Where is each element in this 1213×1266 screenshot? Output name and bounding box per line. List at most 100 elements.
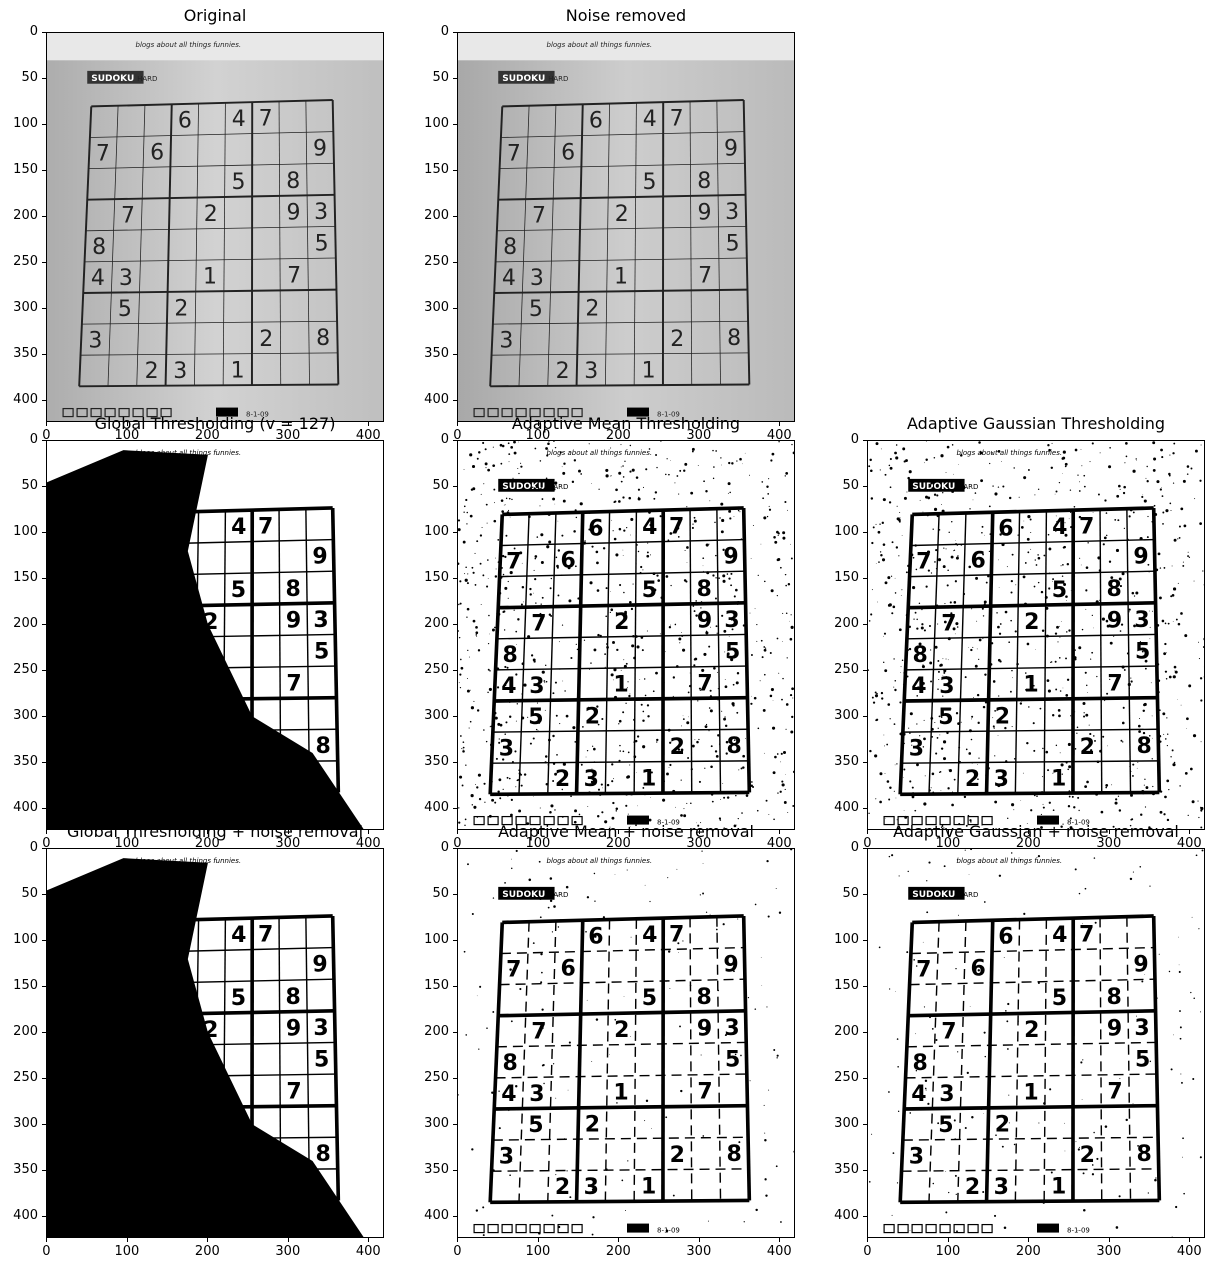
noise-speck	[778, 535, 779, 536]
noise-speck	[753, 525, 754, 526]
noise-speck	[482, 574, 484, 576]
noise-speck	[702, 1135, 704, 1137]
noise-speck	[1163, 652, 1166, 655]
sudoku-digit: 5	[725, 639, 740, 664]
noise-speck	[647, 715, 649, 717]
noise-speck	[1122, 572, 1125, 575]
noise-speck	[642, 719, 644, 721]
noise-speck	[1082, 1059, 1083, 1060]
noise-speck	[460, 659, 462, 661]
noise-speck	[1099, 750, 1102, 753]
noise-speck	[969, 729, 972, 732]
noise-speck	[540, 981, 542, 983]
header-label: SUDOKU	[502, 74, 545, 84]
noise-speck	[777, 1055, 779, 1057]
noise-speck	[954, 1119, 956, 1121]
noise-speck	[1075, 449, 1078, 452]
noise-speck	[1151, 682, 1152, 683]
noise-speck	[535, 555, 538, 558]
noise-speck	[550, 900, 552, 902]
y-tick-mark	[42, 440, 46, 441]
noise-speck	[552, 608, 553, 609]
noise-speck	[1083, 475, 1085, 477]
noise-speck	[893, 606, 896, 609]
noise-speck	[746, 791, 748, 793]
noise-speck	[574, 741, 576, 743]
sudoku-digit: 2	[614, 1018, 629, 1043]
noise-speck	[460, 687, 461, 688]
sudoku-digit: 2	[965, 767, 980, 792]
noise-speck	[876, 524, 877, 525]
y-tick-label: 50	[4, 70, 38, 85]
noise-speck	[768, 814, 769, 815]
noise-speck	[899, 517, 900, 518]
sudoku-digit: 7	[697, 1079, 712, 1104]
noise-speck	[1047, 444, 1049, 446]
sudoku-digit: 2	[585, 296, 599, 321]
noise-speck	[881, 449, 882, 450]
noise-speck	[792, 805, 794, 807]
noise-speck	[1189, 557, 1190, 558]
noise-speck	[772, 453, 775, 456]
noise-speck	[1160, 811, 1163, 814]
noise-speck	[1078, 810, 1079, 811]
noise-speck	[1173, 1034, 1174, 1035]
noise-speck	[1058, 709, 1061, 712]
noise-speck	[673, 676, 675, 678]
noise-speck	[998, 695, 999, 696]
noise-speck	[921, 609, 922, 610]
noise-speck	[1178, 937, 1179, 938]
sudoku-digit: 7	[1079, 515, 1094, 540]
x-tick-label: 200	[1008, 1244, 1048, 1259]
noise-speck	[964, 796, 966, 798]
noise-speck	[1102, 634, 1103, 635]
noise-speck	[1106, 535, 1107, 536]
noise-speck	[663, 780, 665, 782]
noise-speck	[1059, 637, 1060, 638]
noise-speck	[741, 538, 742, 539]
noise-speck	[1145, 806, 1146, 807]
noise-speck	[692, 451, 694, 453]
noise-speck	[666, 773, 669, 776]
noise-speck	[611, 520, 612, 521]
noise-speck	[1169, 971, 1170, 972]
y-tick-mark	[863, 848, 867, 849]
panel-title: Global Thresholding (v = 127)	[46, 414, 384, 433]
noise-speck	[627, 870, 628, 871]
y-tick-mark	[453, 1170, 457, 1171]
sudoku-digit: 9	[286, 1016, 301, 1041]
noise-speck	[517, 779, 519, 781]
noise-speck	[869, 620, 871, 622]
noise-speck	[1023, 575, 1026, 578]
noise-speck	[1179, 1010, 1181, 1012]
noise-speck	[483, 1234, 485, 1236]
difficulty-label: HARD	[958, 483, 978, 491]
noise-speck	[954, 550, 955, 551]
noise-speck	[475, 553, 476, 554]
noise-speck	[989, 463, 990, 464]
noise-speck	[1066, 631, 1068, 633]
noise-speck	[653, 498, 655, 500]
noise-speck	[597, 634, 599, 636]
noise-speck	[941, 504, 942, 505]
noise-speck	[722, 783, 723, 784]
noise-speck	[466, 523, 467, 524]
noise-speck	[573, 530, 576, 533]
noise-speck	[1147, 480, 1149, 482]
y-tick-mark	[453, 124, 457, 125]
sudoku-digit: 7	[941, 611, 956, 636]
noise-speck	[543, 479, 544, 480]
noise-speck	[1182, 565, 1184, 567]
noise-speck	[1173, 621, 1174, 622]
noise-speck	[649, 901, 650, 902]
noise-speck	[934, 494, 936, 496]
y-tick-label: 200	[4, 616, 38, 631]
noise-speck	[558, 895, 559, 896]
noise-speck	[459, 776, 462, 779]
noise-speck	[882, 522, 884, 524]
noise-speck	[632, 469, 635, 472]
sudoku-digit: 8	[286, 169, 300, 194]
noise-speck	[1192, 917, 1193, 918]
noise-speck	[946, 659, 947, 660]
